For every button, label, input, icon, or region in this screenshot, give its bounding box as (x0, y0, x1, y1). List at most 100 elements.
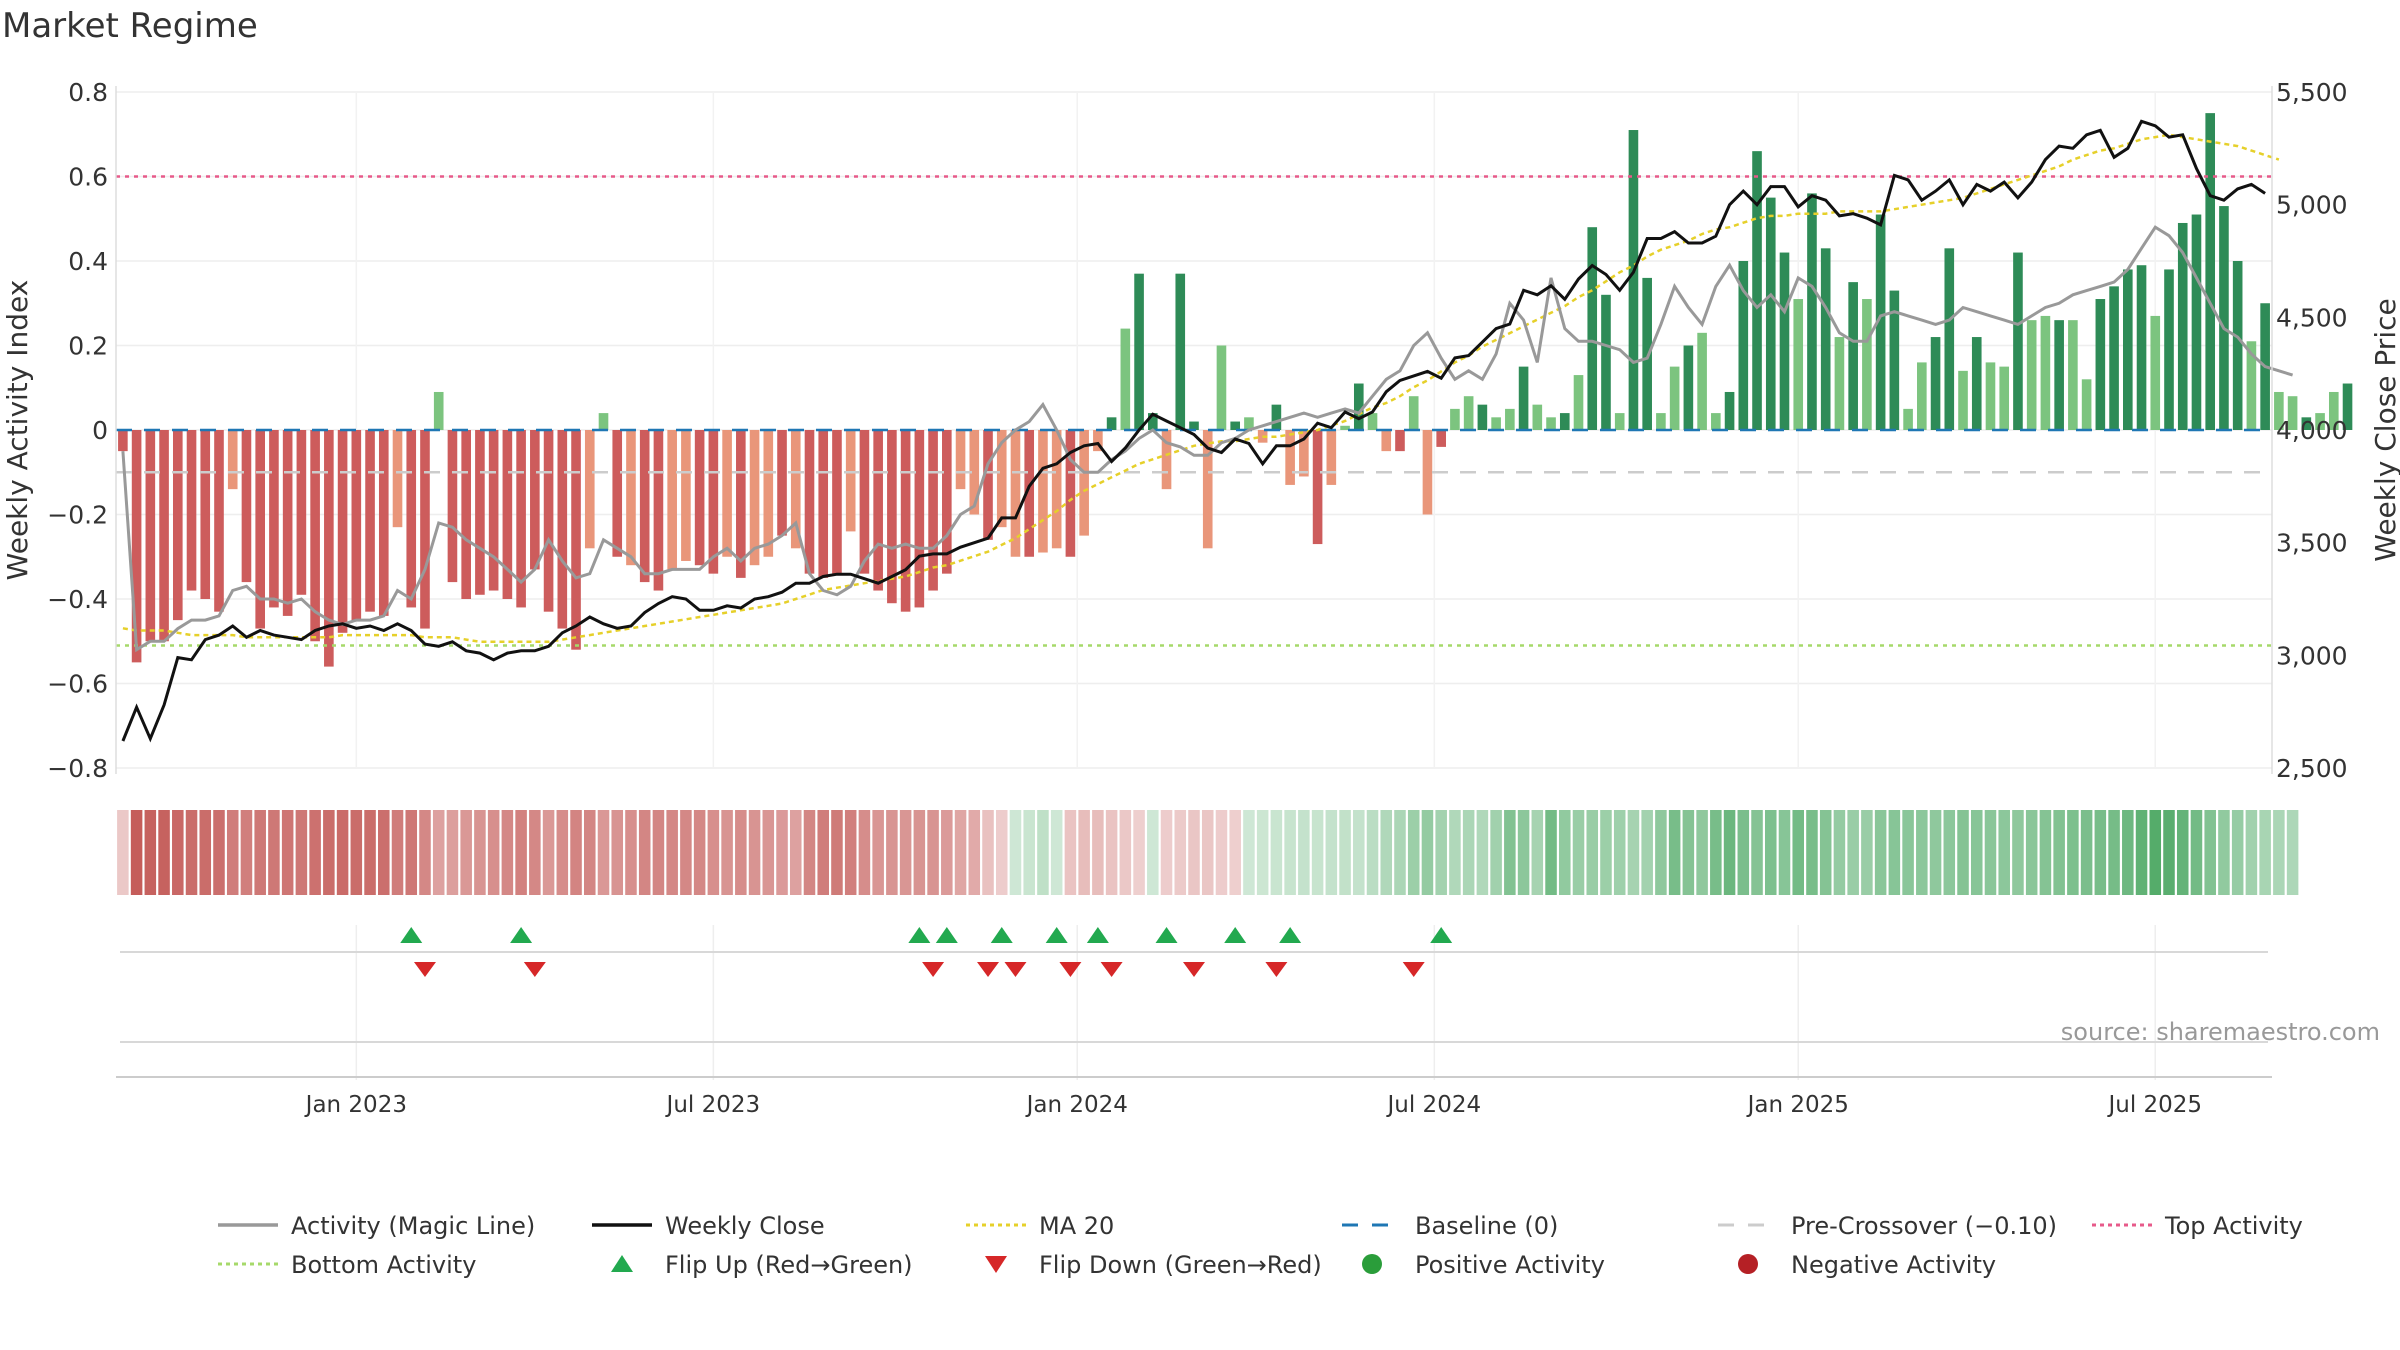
activity-bar (269, 430, 279, 608)
activity-bar (1422, 430, 1433, 515)
regime-cell (2053, 810, 2065, 895)
legend-label: MA 20 (1039, 1212, 1114, 1240)
regime-cell (1792, 810, 1804, 895)
activity-bar (1147, 413, 1158, 430)
activity-bar (2081, 379, 2092, 430)
regime-cell (529, 810, 541, 895)
flip-up-marker (1045, 927, 1068, 943)
regime-cell (2080, 810, 2093, 895)
regime-cell (460, 810, 472, 895)
regime-cell (1696, 810, 1708, 895)
activity-bar (790, 430, 801, 549)
activity-bar (172, 430, 183, 621)
x-tick-label: Jul 2023 (665, 1092, 761, 1118)
activity-bar (942, 430, 952, 574)
legend-item: Positive Activity (1362, 1251, 1605, 1279)
regime-cell (1421, 810, 1434, 895)
legend-item: Bottom Activity (218, 1251, 476, 1279)
flip-up-marker (1279, 927, 1302, 943)
regime-cell (1613, 810, 1626, 895)
activity-bar (1779, 252, 1790, 430)
activity-bar (1065, 430, 1076, 557)
regime-cell (735, 810, 747, 895)
activity-bar (1120, 328, 1131, 430)
activity-bar (1038, 430, 1048, 553)
activity-bar (694, 430, 705, 566)
flip-up-marker (1155, 927, 1178, 943)
magic-line (121, 225, 2294, 653)
regime-cell (886, 810, 898, 895)
activity-bar (447, 430, 458, 583)
regime-cell (1559, 810, 1571, 895)
flip-down-marker (922, 962, 945, 977)
legend: Activity (Magic Line) Weekly Close MA 20 Ba… (218, 1212, 2303, 1279)
activity-bar (1559, 413, 1570, 430)
regime-cell (1462, 810, 1475, 895)
regime-cell (597, 810, 610, 895)
y-right-axis-label: Weekly Close Price (2369, 298, 2400, 561)
activity-bar (420, 430, 430, 629)
activity-bar (1010, 430, 1021, 557)
regime-cell (721, 810, 733, 895)
regime-cell (1050, 810, 1063, 895)
regime-cell (1943, 810, 1956, 895)
regime-cell (350, 810, 363, 895)
regime-cell (2067, 810, 2079, 895)
flip-up-icon (611, 1255, 633, 1272)
flip-up-marker (935, 927, 958, 943)
activity-bar (1285, 430, 1295, 485)
regime-cell (1188, 810, 1200, 895)
y-left-axis-label: Weekly Activity Index (1, 280, 34, 581)
activity-bar (914, 430, 925, 608)
regime-cell (1366, 810, 1379, 895)
activity-bar (1587, 227, 1598, 430)
y-right-tick-label: 5,500 (2276, 78, 2348, 107)
legend-label: Flip Up (Red→Green) (665, 1251, 913, 1279)
legend-item: Negative Activity (1738, 1251, 1996, 1279)
regime-cell (1092, 810, 1104, 895)
regime-cell (1449, 810, 1461, 895)
x-tick-label: Jan 2025 (1746, 1092, 1849, 1118)
activity-bar (859, 430, 870, 574)
regime-cell (323, 810, 335, 895)
regime-cell (625, 810, 637, 895)
activity-bar (1532, 404, 1543, 430)
regime-cell (2176, 810, 2189, 895)
regime-cell (1215, 810, 1228, 895)
regime-cell (1668, 810, 1681, 895)
activity-bar (1518, 366, 1529, 430)
regime-cell (872, 810, 884, 895)
regime-cell (2286, 810, 2299, 895)
regime-cell (954, 810, 967, 895)
regime-cell (1119, 810, 1132, 895)
activity-bar (2136, 265, 2147, 430)
activity-bar (887, 430, 897, 604)
activity-bar (818, 430, 829, 578)
regime-cell (1902, 810, 1914, 895)
flip-down-marker (977, 962, 1000, 977)
activity-bar (1093, 430, 1103, 452)
activity-bar (2219, 206, 2229, 430)
activity-bar (804, 430, 815, 574)
activity-bar (1793, 299, 1804, 430)
regime-cell (1833, 810, 1846, 895)
legend-label: Flip Down (Green→Red) (1039, 1251, 1322, 1279)
activity-bar (763, 430, 774, 557)
activity-bar (186, 430, 197, 591)
regime-cell (666, 810, 678, 895)
activity-bar (1656, 413, 1666, 430)
flip-up-marker (908, 927, 931, 943)
legend-item: Baseline (0) (1342, 1212, 1558, 1240)
reference-lines (116, 175, 2272, 647)
regime-cell (1806, 810, 1818, 895)
regime-cell (1778, 810, 1791, 895)
legend-label: Positive Activity (1415, 1251, 1605, 1279)
activity-bar (639, 430, 650, 583)
regime-cell (254, 810, 266, 895)
regime-cell (1243, 810, 1255, 895)
activity-bar (1889, 290, 1900, 430)
regime-cell (185, 810, 198, 895)
regime-cell (1723, 810, 1736, 895)
regime-cell (364, 810, 376, 895)
